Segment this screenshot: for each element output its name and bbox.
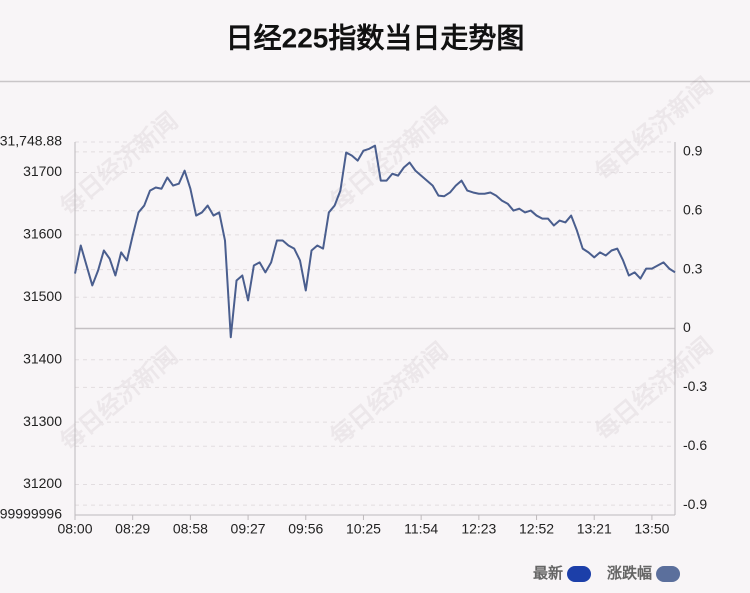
- y2-tick-label: -0.6: [683, 437, 707, 453]
- y-tick-label: 31600: [23, 226, 62, 242]
- y2-tick-label: 0: [683, 319, 691, 335]
- y-tick-label: 31300: [23, 413, 62, 429]
- y2-tick-label: -0.3: [683, 378, 707, 394]
- watermark: 每日经济新闻: [324, 101, 453, 216]
- x-tick-label: 08:58: [173, 521, 208, 537]
- legend-swatch: [656, 566, 681, 582]
- x-tick-label: 08:29: [115, 521, 150, 537]
- legend-label: 最新: [533, 564, 563, 582]
- price-line: [74, 144, 676, 339]
- watermark: 每日经济新闻: [54, 106, 183, 221]
- x-tick-label: 13:21: [577, 521, 612, 537]
- y-tick-label: 31200: [23, 475, 62, 491]
- x-tick-label: 12:23: [461, 521, 496, 537]
- y-tick-label: 31,748.88: [0, 133, 62, 149]
- y2-tick-label: 0.3: [683, 260, 703, 276]
- y-tick-label: 31400: [23, 350, 62, 366]
- y2-tick-label: 0.6: [683, 201, 703, 217]
- y-tick-label: 31500: [23, 288, 62, 304]
- y2-tick-label: 0.9: [683, 143, 703, 159]
- x-tick-label: 09:56: [288, 521, 323, 537]
- watermark: 每日经济新闻: [589, 71, 718, 186]
- legend-swatch: [567, 566, 592, 582]
- x-tick-label: 10:25: [346, 521, 381, 537]
- x-tick-label: 09:27: [231, 521, 266, 537]
- y-tick-label: 31,151.119999999996: [0, 506, 62, 522]
- x-tick-label: 12:52: [519, 521, 554, 537]
- y-tick-label: 31700: [23, 163, 62, 179]
- y2-tick-label: -0.9: [683, 496, 707, 512]
- x-tick-label: 11:54: [404, 521, 438, 537]
- legend-label: 涨跌幅: [607, 564, 652, 582]
- chart-title: 日经225指数当日走势图: [226, 21, 525, 53]
- watermark: 每日经济新闻: [324, 336, 453, 451]
- x-tick-label: 08:00: [57, 521, 92, 537]
- x-tick-label: 13:50: [634, 521, 669, 537]
- watermark: 每日经济新闻: [54, 341, 183, 456]
